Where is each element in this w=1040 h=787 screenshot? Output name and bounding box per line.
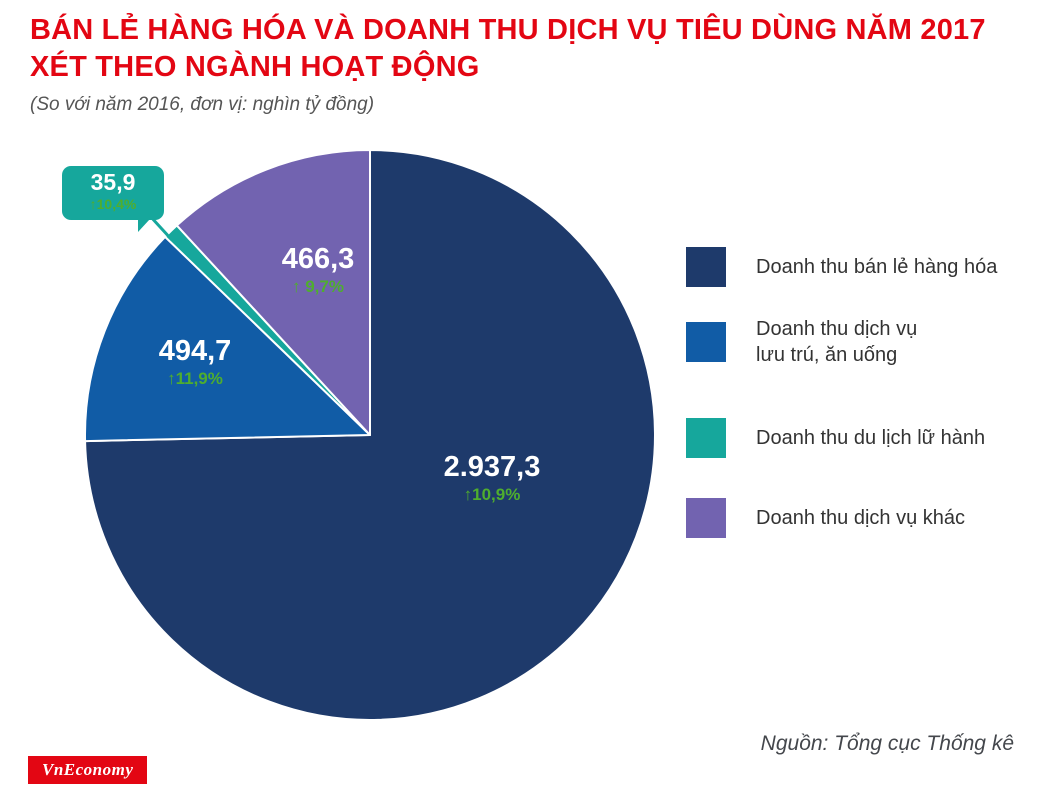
legend-item-luu-tru-an-uong: Doanh thu dịch vụ lưu trú, ăn uống bbox=[686, 316, 917, 368]
legend-item-du-lich-lu-hanh: Doanh thu du lịch lữ hành bbox=[686, 418, 985, 458]
legend-swatch-navy bbox=[686, 247, 726, 287]
page-title-line2: XÉT THEO NGÀNH HOẠT ĐỘNG bbox=[30, 51, 480, 83]
slice-label-dich-vu-khac: 466,3 ↑ 9,7% bbox=[228, 244, 408, 297]
slice-growth: ↑10,9% bbox=[463, 485, 521, 504]
slice-growth: ↑ 9,7% bbox=[292, 277, 344, 296]
callout-connector-line bbox=[148, 214, 174, 242]
legend-item-ban-le-hang-hoa: Doanh thu bán lẻ hàng hóa bbox=[686, 247, 997, 287]
slice-growth: ↑11,9% bbox=[167, 369, 223, 388]
legend-label-line: Doanh thu dịch vụ khác bbox=[756, 507, 966, 529]
legend-label-line: Doanh thu du lịch lữ hành bbox=[756, 427, 986, 449]
legend-swatch-teal bbox=[686, 418, 726, 458]
legend-label-line: Doanh thu dịch vụ bbox=[756, 318, 918, 340]
slice-label-ban-le-hang-hoa: 2.937,3 ↑10,9% bbox=[402, 452, 582, 505]
slice-label-luu-tru-an-uong: 494,7 ↑11,9% bbox=[105, 336, 285, 389]
vneconomy-logo: VnEconomy bbox=[28, 756, 148, 784]
legend-label: Doanh thu bán lẻ hàng hóa bbox=[756, 254, 997, 280]
slice-value: 2.937,3 bbox=[443, 451, 541, 483]
slice-value: 466,3 bbox=[281, 243, 355, 275]
legend-label: Doanh thu du lịch lữ hành bbox=[756, 425, 985, 451]
slice-value: 494,7 bbox=[158, 335, 232, 367]
pie-slice-3 bbox=[175, 149, 371, 436]
page-title-line1: BÁN LẺ HÀNG HÓA VÀ DOANH THU DỊCH VỤ TIÊ… bbox=[30, 14, 986, 46]
legend-swatch-blue bbox=[686, 322, 726, 362]
legend-label-line: lưu trú, ăn uống bbox=[756, 344, 898, 366]
legend-swatch-purple bbox=[686, 498, 726, 538]
header: BÁN LẺ HÀNG HÓA VÀ DOANH THU DỊCH VỤ TIÊ… bbox=[30, 12, 1020, 116]
callout-tail bbox=[138, 219, 150, 232]
legend-item-dich-vu-khac: Doanh thu dịch vụ khác bbox=[686, 498, 965, 538]
chart-subtitle: (So với năm 2016, đơn vị: nghìn tỷ đồng) bbox=[30, 94, 375, 115]
legend-label: Doanh thu dịch vụ lưu trú, ăn uống bbox=[756, 316, 917, 368]
slice-value: 35,9 bbox=[90, 169, 136, 195]
callout-du-lich-lu-hanh: 35,9 ↑10,4% bbox=[62, 166, 164, 232]
slice-growth: ↑10,4% bbox=[89, 196, 137, 212]
pie-slice-1 bbox=[84, 235, 371, 443]
legend-label-line: Doanh thu bán lẻ hàng hóa bbox=[756, 256, 998, 278]
source-credit: Nguồn: Tổng cục Thống kê bbox=[760, 732, 1014, 755]
legend-label: Doanh thu dịch vụ khác bbox=[756, 505, 965, 531]
page-title: BÁN LẺ HÀNG HÓA VÀ DOANH THU DỊCH VỤ TIÊ… bbox=[30, 12, 1020, 86]
